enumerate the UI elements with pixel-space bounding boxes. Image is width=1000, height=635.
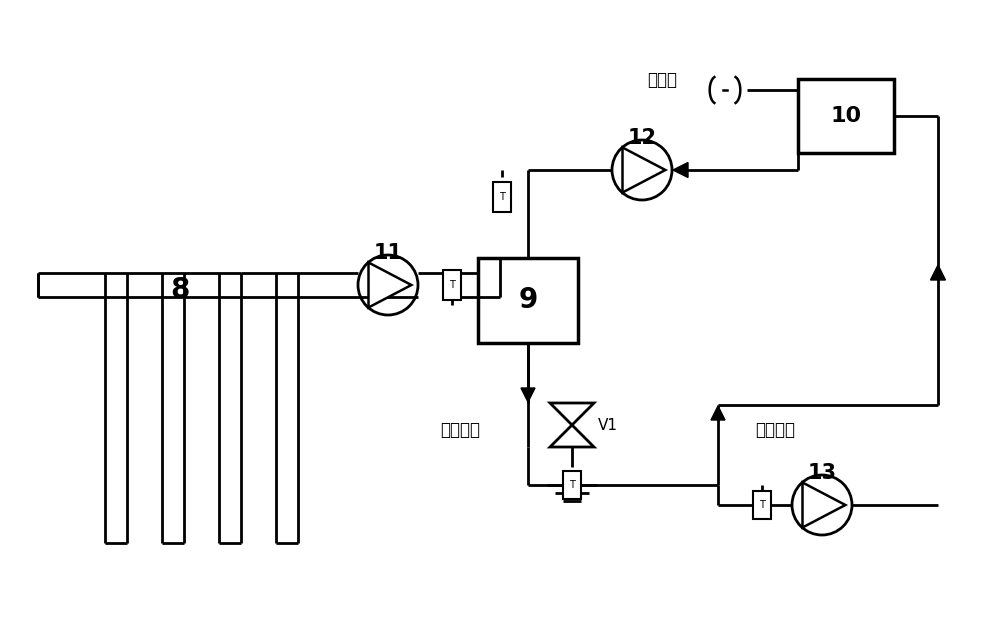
Text: T: T bbox=[569, 480, 575, 490]
Text: 12: 12 bbox=[628, 128, 656, 148]
Bar bbox=[443, 270, 461, 300]
Text: 用户供水: 用户供水 bbox=[440, 421, 480, 439]
Polygon shape bbox=[550, 403, 594, 425]
Polygon shape bbox=[711, 406, 725, 420]
Text: V1: V1 bbox=[598, 417, 618, 432]
Text: 8: 8 bbox=[170, 276, 190, 304]
Bar bbox=[563, 471, 581, 499]
Polygon shape bbox=[521, 388, 535, 402]
Bar bbox=[478, 258, 578, 343]
Text: 自来水: 自来水 bbox=[647, 71, 677, 89]
Polygon shape bbox=[802, 483, 845, 528]
Polygon shape bbox=[931, 265, 946, 280]
Bar bbox=[798, 79, 894, 153]
Text: 11: 11 bbox=[374, 243, 402, 263]
Text: T: T bbox=[449, 280, 455, 290]
Text: 13: 13 bbox=[808, 463, 837, 483]
Text: 9: 9 bbox=[518, 286, 538, 314]
Polygon shape bbox=[368, 262, 411, 307]
Text: T: T bbox=[759, 500, 765, 510]
Text: 10: 10 bbox=[830, 106, 862, 126]
Polygon shape bbox=[550, 425, 594, 447]
Bar bbox=[753, 491, 771, 519]
Text: T: T bbox=[499, 192, 505, 202]
Polygon shape bbox=[622, 147, 665, 192]
Bar bbox=[493, 182, 511, 212]
Polygon shape bbox=[673, 163, 688, 178]
Text: 用户回水: 用户回水 bbox=[755, 421, 795, 439]
